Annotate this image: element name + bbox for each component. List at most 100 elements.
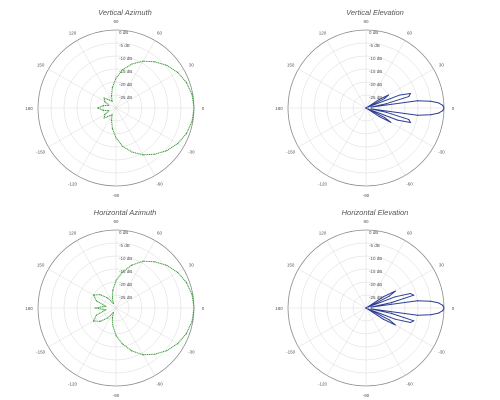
angle-tick-label: 60 [407,31,413,36]
grid-spoke [115,68,184,109]
angle-tick-label: 120 [319,231,327,236]
ring-tick-label: -20 dB [369,82,382,87]
data-point [112,311,114,314]
data-point [185,281,187,283]
data-point [111,86,113,89]
angle-tick-label: -120 [68,181,78,186]
chart-title: Horizontal Azimuth [93,208,157,217]
grid-spoke [76,240,117,309]
data-point [370,308,372,310]
angle-tick-label: 150 [287,63,295,68]
data-point [413,320,415,322]
data-point [367,106,369,108]
data-point [112,289,114,291]
data-point [95,314,98,316]
data-point [388,295,390,297]
chart-title: Horizontal Elevation [341,208,409,217]
data-point [142,60,144,62]
angle-tick-label: -60 [406,181,413,186]
angle-tick-label: 150 [37,63,45,68]
data-point [94,307,96,309]
data-point [177,343,179,345]
data-point [166,350,168,352]
grid-spoke [365,307,434,348]
angle-tick-label: 120 [69,31,77,36]
angle-tick-label: 180 [275,306,283,311]
grid-spoke [365,68,434,109]
grid-spoke [326,307,367,376]
data-point [438,312,440,314]
data-point [166,64,168,66]
data-point [122,145,124,148]
data-point [370,106,372,108]
data-point [97,107,99,109]
data-point [396,119,399,121]
data-point [430,314,432,316]
data-point [416,300,419,302]
grid-spoke [365,240,406,309]
angle-tick-label: 60 [407,231,413,236]
grid-spoke [115,307,184,348]
grid-spoke [48,307,117,348]
data-point [438,102,440,104]
data-point [104,113,106,116]
ring-tick-label: -5 dB [119,43,130,48]
angle-tick-label: 150 [287,263,295,268]
data-point [382,296,385,298]
ring-tick-label: -15 dB [369,69,382,74]
polar-chart-horizontal-azimuth: 0 30 60 90 120 150 180 -150 -120 -90 -60 -30 0 dB -5 … [25,219,205,398]
data-point [394,318,396,320]
data-point [430,300,432,302]
data-point [142,260,144,262]
ring-tick-label: -15 dB [119,69,132,74]
grid-spoke [48,268,117,309]
ring-tick-label: -15 dB [369,269,382,274]
grid-spoke [76,307,117,376]
data-point [383,97,386,100]
data-point [408,118,410,121]
ring-tick-label: -5 dB [369,43,380,48]
data-point [130,350,133,352]
data-point [177,71,179,73]
chart-panel-vertical-azimuth: Vertical Azimuth 0 30 60 90 120 150 180 -150 -12… [0,0,250,200]
data-point [177,271,179,273]
data-point [111,127,113,130]
data-point [111,114,113,116]
data-point [409,292,412,295]
data-point [131,63,133,65]
ring-tick-label: -20 dB [119,82,132,87]
angle-tick-label: -30 [438,150,445,155]
data-point [185,133,187,135]
polar-chart-horizontal-elevation: 0 30 60 90 120 150 180 -150 -120 -90 -60 -30 0 dB -5 … [275,219,455,398]
angle-tick-label: -60 [406,381,413,386]
data-point [365,307,367,309]
grid-spoke [298,268,367,309]
data-point [191,120,193,123]
data-point [394,324,396,326]
angle-tick-label: 120 [319,31,327,36]
angle-tick-label: -150 [36,150,46,155]
data-point [122,68,124,71]
data-point [154,61,156,63]
angle-tick-label: -30 [188,150,195,155]
data-point [103,97,105,99]
grid-spoke [298,307,367,348]
ring-tick-label: 0 dB [369,30,378,35]
data-point [442,310,444,312]
grid-spoke [365,107,406,176]
angle-tick-label: -90 [113,393,120,398]
angle-tick-label: -30 [438,350,445,355]
chart-title: Vertical Elevation [346,8,404,17]
data-point [443,107,445,109]
grid-spoke [115,107,156,176]
angle-tick-label: -120 [318,181,328,186]
angle-tick-label: 90 [363,219,369,224]
data-point [191,320,193,323]
angle-tick-label: -120 [318,381,328,386]
data-point [193,307,195,309]
data-point [370,108,372,110]
angle-tick-label: 30 [439,263,445,268]
data-point [387,94,390,96]
data-point [193,107,195,109]
angle-tick-label: 90 [113,219,119,224]
